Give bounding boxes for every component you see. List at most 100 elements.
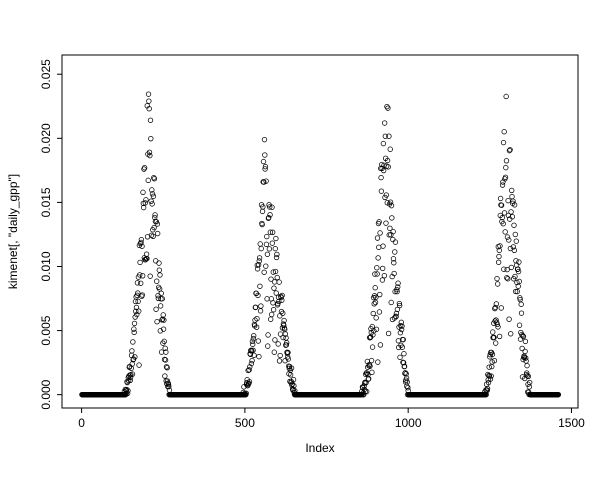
data-point: [520, 333, 527, 340]
data-point: [269, 229, 276, 235]
data-point: [258, 303, 264, 309]
data-point: [137, 272, 143, 278]
data-point: [136, 308, 142, 314]
data-point: [383, 192, 389, 198]
data-point: [509, 214, 516, 220]
data-point: [157, 303, 164, 309]
data-point: [378, 174, 384, 181]
data-point: [246, 379, 253, 385]
data-point: [249, 357, 255, 364]
data-point: [262, 152, 268, 158]
data-point: [153, 306, 159, 312]
data-point: [507, 147, 513, 153]
data-point: [370, 310, 376, 317]
data-point: [159, 317, 165, 323]
data-point: [255, 292, 261, 299]
y-tick-label: 0.025: [39, 59, 53, 89]
data-point: [162, 345, 168, 351]
data-point: [129, 371, 136, 377]
data-point: [522, 338, 529, 345]
data-point: [263, 178, 269, 184]
data-point: [388, 202, 395, 209]
data-point: [372, 285, 378, 291]
data-point: [491, 358, 498, 364]
data-point: [280, 310, 286, 316]
data-point: [255, 262, 262, 268]
data-point: [151, 175, 157, 181]
data-point: [390, 236, 396, 243]
data-point: [166, 383, 172, 390]
data-point: [288, 365, 295, 371]
data-point: [395, 284, 401, 290]
x-tick-label: 1500: [558, 416, 585, 430]
data-point: [146, 149, 153, 155]
data-point: [273, 254, 280, 261]
data-point: [257, 283, 263, 289]
data-point: [152, 212, 158, 218]
data-point: [279, 292, 285, 299]
data-point: [399, 344, 405, 350]
data-point: [140, 189, 146, 196]
data-point: [136, 362, 142, 368]
data-point: [371, 328, 377, 334]
data-point: [525, 381, 531, 387]
data-point: [381, 167, 387, 174]
data-point: [379, 277, 386, 283]
data-point: [135, 298, 141, 305]
data-point: [376, 309, 383, 315]
data-point: [508, 264, 515, 271]
data-point: [399, 323, 405, 329]
data-point: [273, 235, 279, 242]
data-point: [387, 199, 394, 205]
data-point: [262, 166, 268, 172]
data-point: [249, 338, 256, 345]
data-point: [555, 391, 562, 398]
data-point: [254, 316, 260, 322]
data-point: [133, 308, 139, 314]
data-point: [266, 214, 272, 221]
data-point: [275, 341, 281, 347]
data-point: [154, 319, 160, 325]
data-point: [378, 188, 385, 194]
data-point: [250, 347, 256, 353]
data-point: [138, 236, 145, 243]
y-axis-ticks: [57, 73, 62, 396]
data-point: [261, 136, 268, 143]
data-point: [374, 235, 381, 241]
data-point: [503, 158, 510, 164]
data-point: [515, 266, 521, 272]
data-point: [398, 319, 404, 325]
data-point: [129, 348, 135, 354]
data-point: [139, 292, 146, 298]
data-point: [271, 279, 278, 285]
data-point: [506, 316, 512, 322]
data-point: [401, 363, 408, 370]
data-point: [373, 326, 380, 332]
data-point: [374, 265, 380, 271]
data-point: [400, 336, 406, 343]
data-point: [158, 290, 164, 296]
data-point: [523, 355, 529, 361]
data-point: [484, 385, 491, 392]
data-point: [372, 271, 378, 277]
data-point: [248, 360, 255, 367]
data-point: [267, 229, 274, 235]
data-point: [164, 378, 171, 384]
data-point: [268, 316, 274, 322]
data-point: [495, 259, 502, 265]
data-point: [364, 388, 370, 395]
data-point: [129, 361, 135, 367]
data-point: [506, 237, 512, 243]
data-point: [526, 384, 533, 390]
data-point: [512, 273, 518, 280]
data-point: [503, 164, 509, 171]
data-point: [255, 338, 261, 344]
data-point: [256, 353, 262, 360]
data-point: [514, 288, 520, 295]
data-point: [517, 336, 524, 342]
data-point: [272, 268, 279, 275]
data-point: [256, 258, 262, 264]
data-point: [147, 273, 153, 279]
data-point: [157, 272, 163, 278]
data-point: [139, 273, 146, 279]
